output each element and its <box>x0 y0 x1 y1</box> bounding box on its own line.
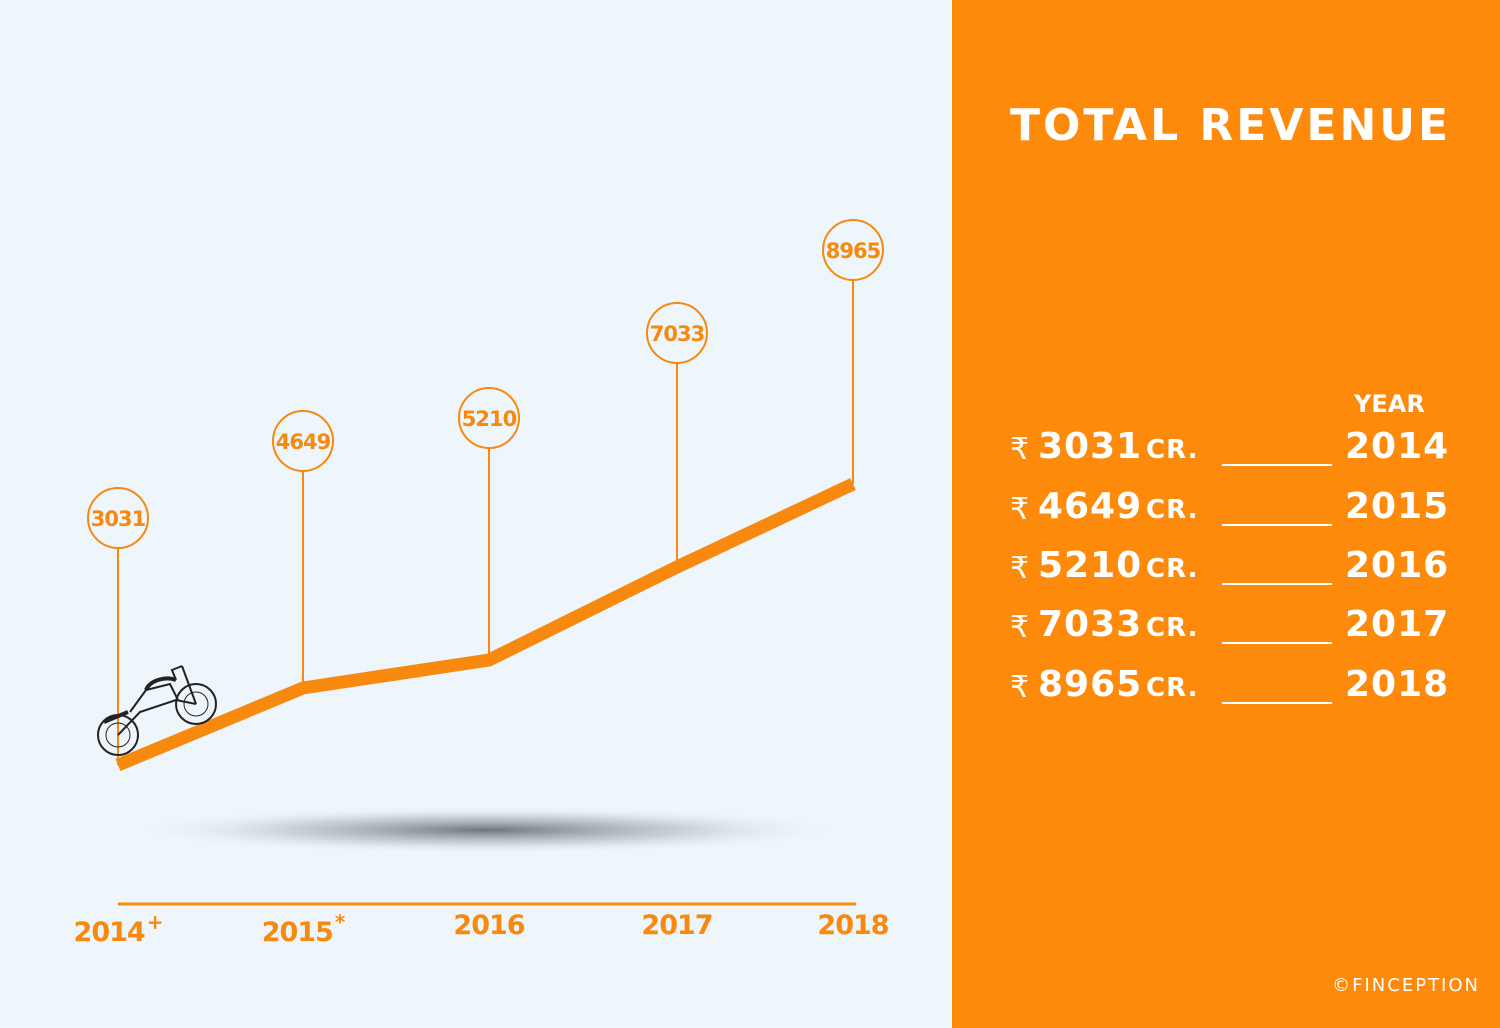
revenue-unit: CR. <box>1146 554 1199 584</box>
revenue-chart: 3031 4649 5210 7033 8965 <box>87 219 884 906</box>
revenue-row: ₹5210 CR. 2016 <box>1010 543 1450 593</box>
year-column-header: YEAR <box>1354 390 1425 418</box>
currency-symbol: ₹ <box>1010 432 1030 467</box>
x-tick-footnote-mark: + <box>146 910 164 934</box>
row-connector-line <box>1222 464 1332 466</box>
value-bubble <box>458 387 520 449</box>
revenue-row: ₹3031 CR. 2014 <box>1010 424 1450 474</box>
x-tick-text: 2018 <box>817 910 889 941</box>
revenue-amount: 7033 <box>1038 604 1143 645</box>
x-tick-label: 2017 <box>641 910 713 941</box>
revenue-unit: CR. <box>1146 673 1199 703</box>
revenue-amount: 3031 <box>1038 426 1143 467</box>
data-label: 7033 <box>650 322 704 346</box>
motorcycle-icon <box>97 665 217 756</box>
value-bubble <box>822 219 884 281</box>
revenue-row: ₹7033 CR. 2017 <box>1010 602 1450 652</box>
row-connector-line <box>1222 642 1332 644</box>
currency-symbol: ₹ <box>1010 492 1030 527</box>
row-connector-line <box>1222 583 1332 585</box>
revenue-year: 2016 <box>1345 545 1450 586</box>
row-connector-line <box>1222 524 1332 526</box>
credit-text: ©FINCEPTION <box>1332 975 1480 996</box>
currency-symbol: ₹ <box>1010 670 1030 705</box>
x-tick-text: 2014 <box>73 917 146 948</box>
value-bubble <box>646 302 708 364</box>
currency-symbol: ₹ <box>1010 551 1030 586</box>
revenue-row: ₹8965 CR. 2018 <box>1010 662 1450 712</box>
data-label: 5210 <box>462 407 517 431</box>
row-connector-line <box>1222 702 1332 704</box>
revenue-unit: CR. <box>1146 495 1199 525</box>
x-tick-label: 2018 <box>817 910 889 941</box>
x-tick-text: 2017 <box>641 910 713 941</box>
revenue-year: 2017 <box>1345 604 1450 645</box>
revenue-unit: CR. <box>1146 435 1199 465</box>
x-tick-footnote-mark: * <box>334 910 346 934</box>
data-label: 3031 <box>91 507 146 531</box>
chart-area: 3031 4649 5210 7033 8965 2014 +2015 * 2016 2017 2… <box>73 219 890 948</box>
series-line <box>115 478 856 772</box>
revenue-panel: TOTAL REVENUE YEAR ₹3031 CR. 2014 ₹4649 CR. 2… <box>952 0 1500 1028</box>
x-tick-text: 2015 <box>261 917 334 948</box>
revenue-unit: CR. <box>1146 613 1199 643</box>
data-label: 4649 <box>276 430 331 454</box>
value-bubble <box>87 487 149 549</box>
revenue-row: ₹4649 CR. 2015 <box>1010 484 1450 534</box>
revenue-amount: 8965 <box>1038 664 1143 705</box>
x-tick-label: 2016 <box>453 910 525 941</box>
currency-symbol: ₹ <box>1010 610 1030 645</box>
revenue-amount: 4649 <box>1038 486 1143 527</box>
revenue-year: 2015 <box>1345 486 1450 527</box>
revenue-year: 2018 <box>1345 664 1450 705</box>
x-tick-label: 2014 + <box>73 910 164 948</box>
revenue-amount: 5210 <box>1038 545 1143 586</box>
ground-shadow <box>127 806 847 854</box>
data-label: 8965 <box>826 239 881 263</box>
x-tick-label: 2015 * <box>261 910 346 948</box>
x-tick-text: 2016 <box>453 910 525 941</box>
value-bubble <box>272 410 334 472</box>
panel-title: TOTAL REVENUE <box>1010 100 1452 151</box>
revenue-year: 2014 <box>1345 426 1450 467</box>
